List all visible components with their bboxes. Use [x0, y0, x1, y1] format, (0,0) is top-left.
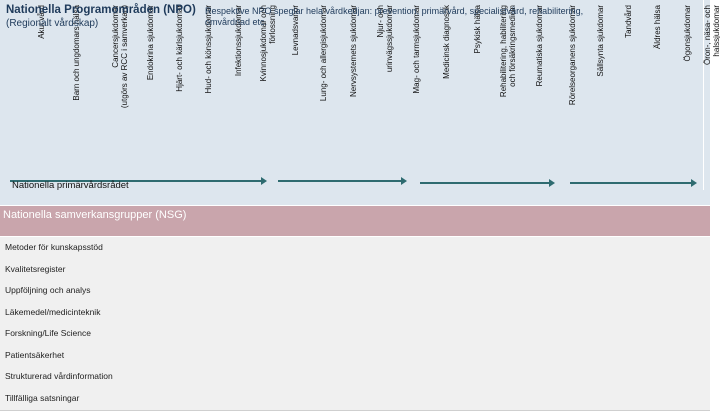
npo-column: Medicinsk diagnostik: [431, 0, 462, 190]
npo-column: Rehabilitering, habilitering och försäkr…: [493, 0, 524, 190]
npo-column: Psykisk hälsa: [461, 0, 494, 190]
npo-column-label: Rörelseorganens sjukdomar: [568, 5, 577, 106]
npo-column-label: Sällsynta sjukdomar: [596, 5, 605, 77]
npo-column-label: Psykisk hälsa: [473, 5, 482, 54]
npo-column-label: Nervsystemets sjukdomar: [349, 5, 358, 98]
npo-column: Sällsynta sjukdomar: [588, 0, 614, 190]
npo-column-label: Mag- och tarmsjukdomar: [412, 5, 421, 94]
npo-column-label: Hud- och könssjukdomar: [204, 5, 213, 94]
npo-column-label: Cancersjukdomar (utgörs av RCC i samverk…: [111, 5, 129, 109]
npo-column: Rörelseorganens sjukdomar: [556, 0, 589, 190]
npo-column: Endokrina sjukdomar: [135, 0, 166, 190]
npo-subtitle: (Regionalt vårdskap): [6, 18, 99, 29]
npo-column-label: Lung- och allergisjukdomar: [319, 5, 328, 102]
npo-column-label: Njur- och urinvägssjukdomar: [376, 5, 394, 73]
nsg-row: Metoder för kunskapsstöd: [0, 237, 710, 260]
npo-column: Kvinnosjukdomar och förlossning: [253, 0, 284, 190]
npo-column: Äldres hälsa: [643, 0, 672, 190]
nsg-row: Strukturerad vårdinformation: [0, 366, 710, 389]
npo-column-label: Levnadsvanor: [291, 5, 300, 56]
nsg-row: Tillfälliga satsningar: [0, 387, 710, 411]
nsg-band: [0, 206, 710, 236]
national-primary-care-council: Nationella primärvårdsrådet: [12, 180, 129, 191]
npo-column: Nervsystemets sjukdomar: [338, 0, 369, 190]
npo-column: Tandvård: [613, 0, 644, 190]
npo-column-label: Endokrina sjukdomar: [146, 5, 155, 81]
npo-column: Akut vård: [0, 0, 48, 190]
npo-column: Infektionssjukdomar: [223, 0, 254, 190]
nsg-row-label: Forskning/Life Science: [5, 328, 91, 338]
nsg-row-label: Strukturerad vårdinformation: [5, 371, 113, 381]
nsg-row-label: Metoder för kunskapsstöd: [5, 242, 103, 252]
nsg-row-label: Uppföljning och analys: [5, 285, 91, 295]
npo-column-label: Öron-, näsa- och halssjukdomar: [703, 5, 720, 66]
council-arrow-2: [278, 177, 407, 185]
npo-column: Levnadsvanor: [283, 0, 309, 190]
npo-column: Lung- och allergisjukdomar: [308, 0, 339, 190]
nsg-row-label: Läkemedel/medicinteknik: [5, 306, 101, 317]
npo-column-label: Akut vård: [37, 5, 46, 39]
nsg-row: Kvalitetsregister: [0, 258, 710, 282]
npo-column: Cancersjukdomar (utgörs av RCC i samverk…: [105, 0, 136, 190]
npo-column: Mag- och tarmsjukdomar: [401, 0, 432, 190]
npo-column: Hud- och könssjukdomar: [193, 0, 224, 190]
npo-column-label: Tandvård: [624, 5, 633, 38]
nsg-title: Nationella samverkansgrupper (NSG): [3, 209, 187, 221]
npo-column: Öron-, näsa- och halssjukdomar: [703, 0, 720, 190]
npo-note: Respektive NPO speglar hela vårdkedjan: …: [205, 6, 584, 27]
npo-column-label: Infektionssjukdomar: [234, 5, 243, 77]
npo-column-label: Barn och ungdomars hälsa: [72, 5, 81, 101]
npo-column: Ögonsjukdomar: [671, 0, 704, 190]
npo-column: Hjärt- och kärlsjukdomar: [165, 0, 194, 190]
npo-column-label: Ögonsjukdomar: [683, 5, 692, 62]
npo-column-label: Hjärt- och kärlsjukdomar: [175, 5, 184, 92]
npo-column-label: Äldres hälsa: [653, 5, 662, 50]
npo-column: Reumatiska sjukdomar: [523, 0, 557, 190]
npo-column-label: Reumatiska sjukdomar: [535, 5, 544, 87]
council-arrow-4: [570, 179, 697, 187]
nsg-row: Patientsäkerhet: [0, 344, 710, 368]
nsg-row: Läkemedel/medicinteknik: [0, 301, 710, 325]
npo-column: Barn och ungdomars hälsa: [47, 0, 106, 190]
nsg-row-label: Tillfälliga satsningar: [5, 392, 80, 403]
npo-column: Njur- och urinvägssjukdomar: [368, 0, 402, 190]
council-arrow-1: [10, 177, 267, 185]
nsg-row-label: Patientsäkerhet: [5, 349, 65, 360]
npo-column-label: Kvinnosjukdomar och förlossning: [259, 5, 277, 82]
npo-column-label: Rehabilitering, habilitering och försäkr…: [499, 5, 517, 98]
npo-column-label: Medicinsk diagnostik: [442, 5, 451, 79]
npo-title: Nationella Programområden (NPO): [6, 4, 196, 16]
nsg-row: Forskning/Life Science: [0, 323, 710, 346]
nsg-row: Uppföljning och analys: [0, 280, 710, 303]
nsg-row-label: Kvalitetsregister: [5, 263, 66, 274]
council-arrow-3: [420, 179, 555, 187]
